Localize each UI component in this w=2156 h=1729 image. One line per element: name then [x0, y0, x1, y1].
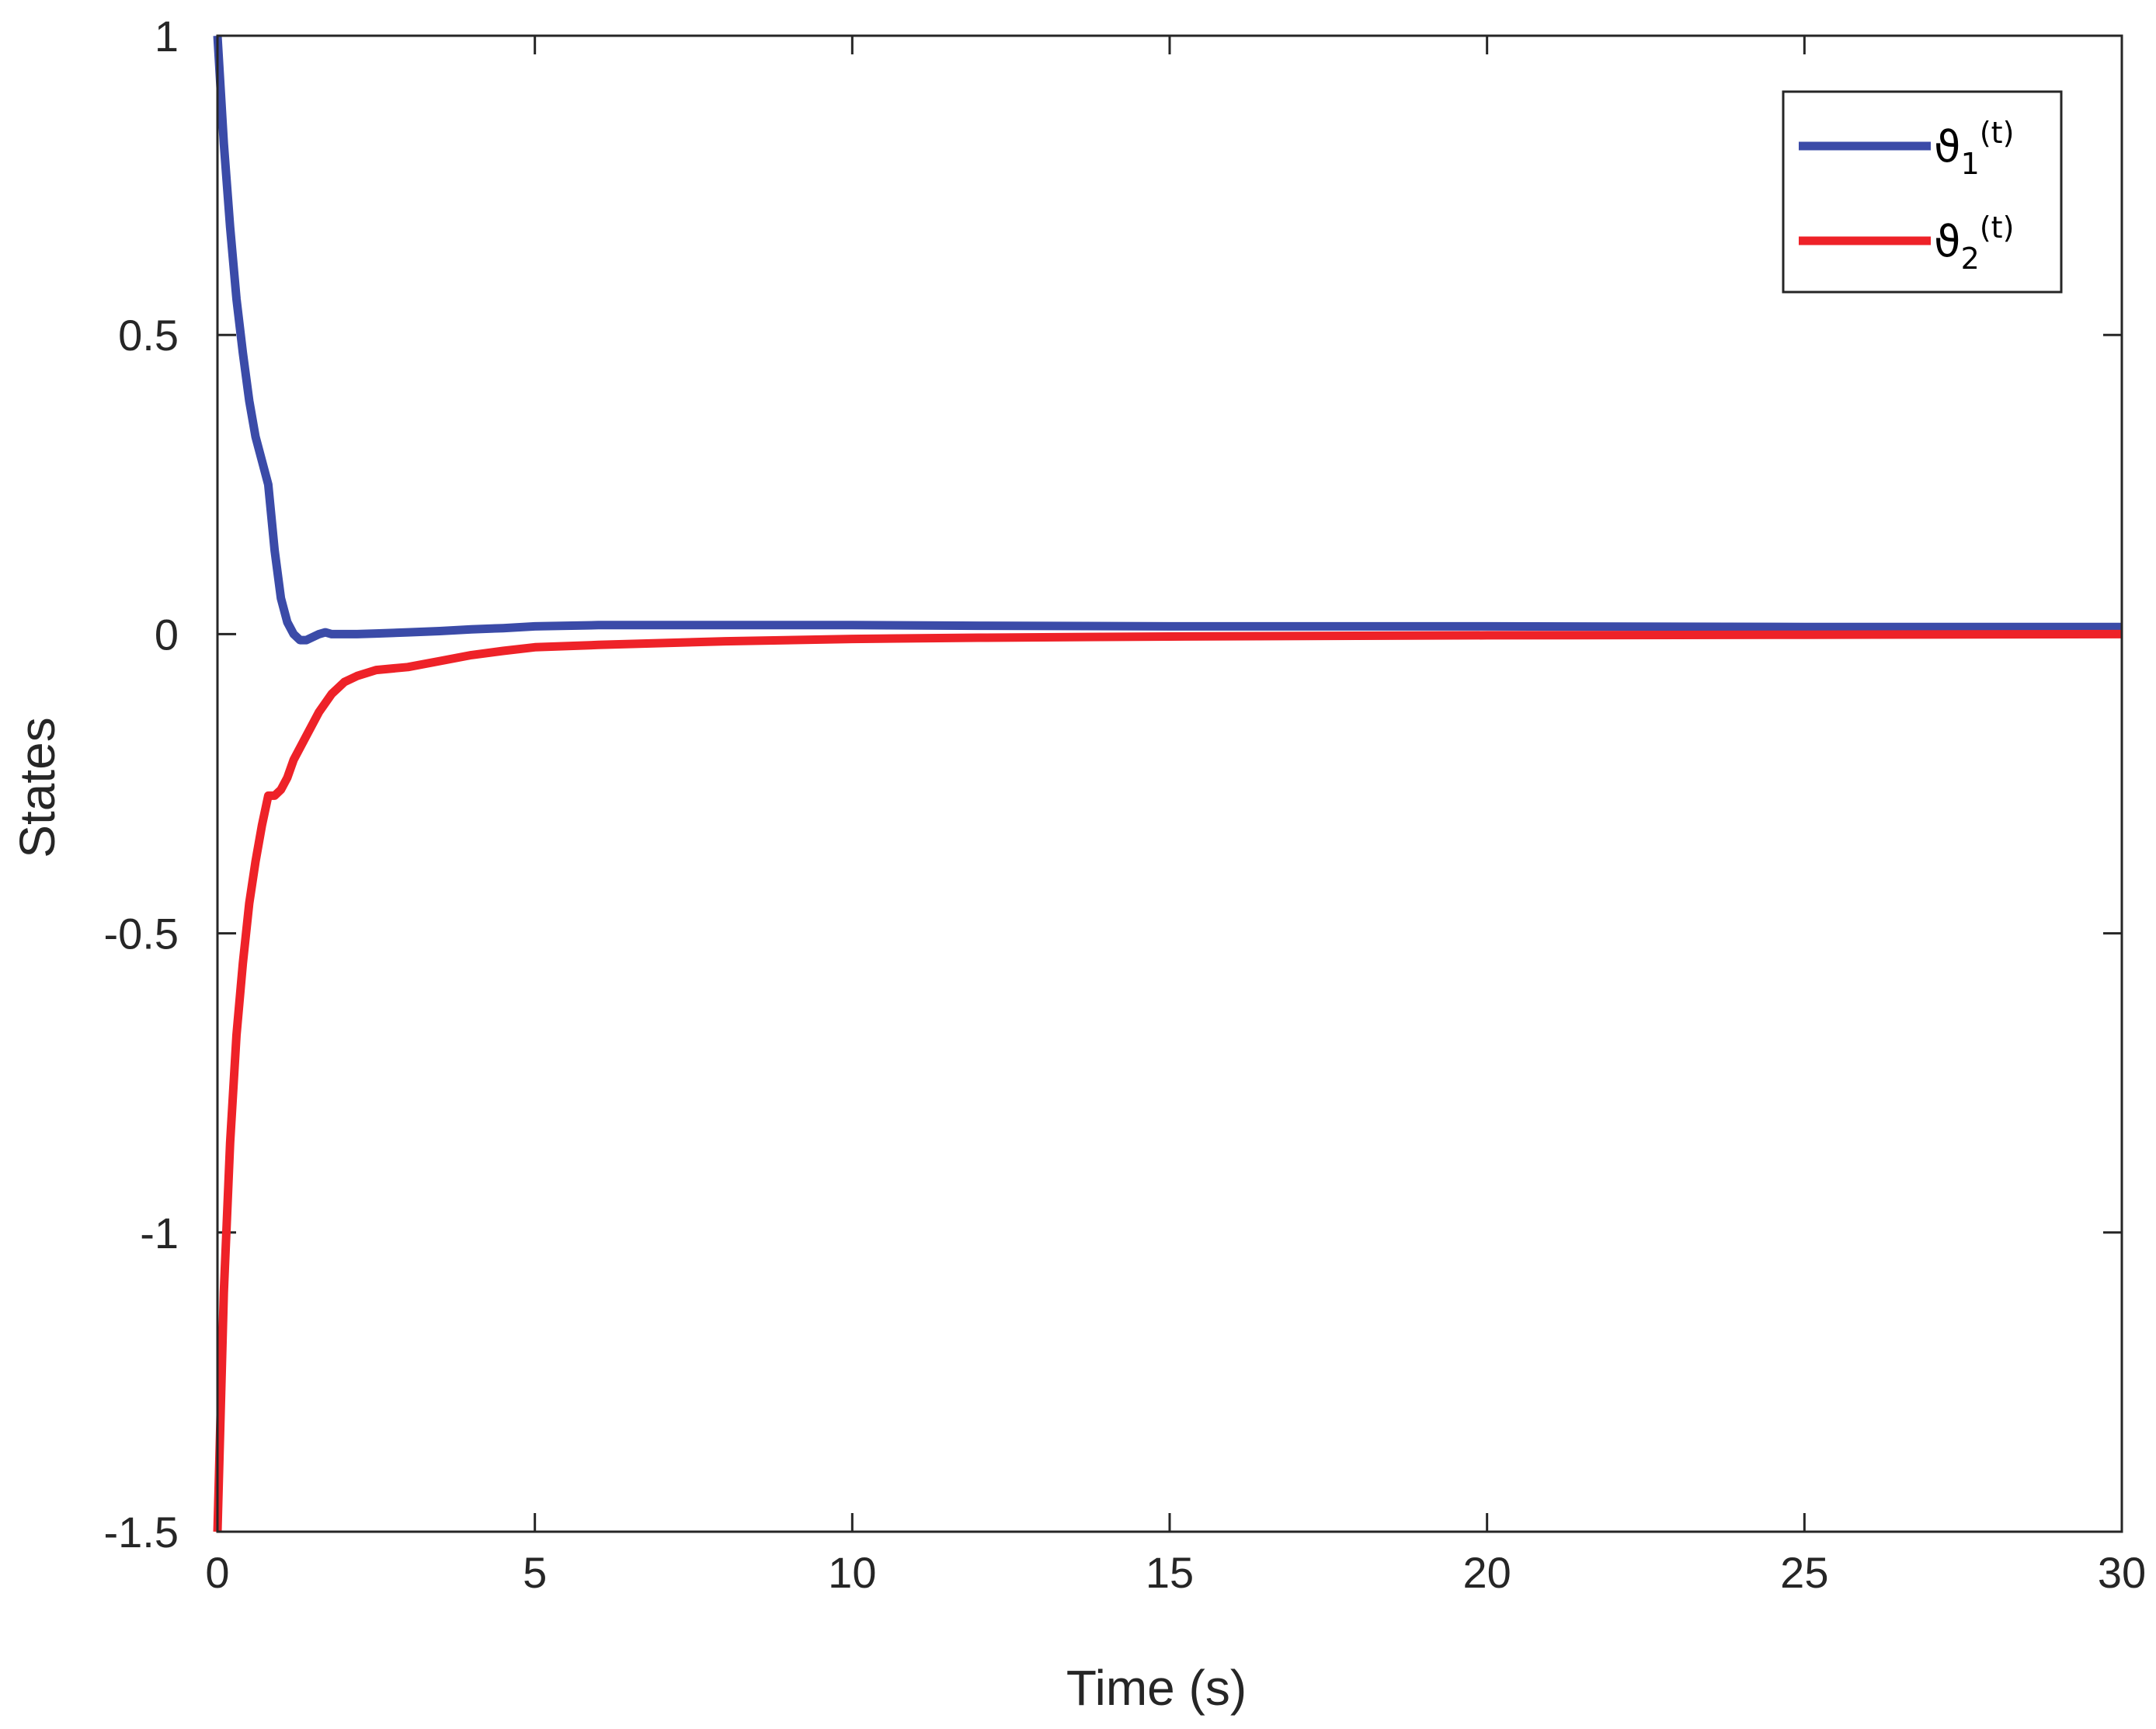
- x-tick-label: 25: [1780, 1548, 1828, 1597]
- x-tick-label: 5: [523, 1548, 547, 1597]
- y-tick-label: 1: [155, 12, 179, 61]
- data-series: [213, 35, 2123, 1532]
- x-tick-label: 0: [205, 1548, 229, 1597]
- y-tick-label: 0: [155, 610, 179, 659]
- x-tick-label: 10: [828, 1548, 876, 1597]
- legend-box: [1782, 90, 2063, 294]
- legend-theta1-symbol: ϑ: [1934, 122, 1961, 172]
- legend-theta2-subscript: 2: [1961, 242, 1980, 276]
- y-tick-label: 0.5: [118, 311, 179, 360]
- y-tick-label: -1.5: [104, 1508, 179, 1557]
- plot-area-frame: [216, 34, 2123, 1533]
- legend-theta1-subscript: 1: [1961, 147, 1980, 181]
- series-line-theta2: [213, 629, 2123, 1532]
- legend-theta2-symbol: ϑ: [1934, 217, 1961, 267]
- x-tick-label: 20: [1463, 1548, 1511, 1597]
- series-line-theta1: [213, 35, 2122, 645]
- legend-label-theta1: ϑ1(t): [1934, 116, 2014, 181]
- legend-label-theta2: ϑ2(t): [1934, 210, 2014, 276]
- legend: ϑ1(t) ϑ2(t): [1782, 90, 2063, 294]
- x-tick-label: 15: [1146, 1548, 1194, 1597]
- y-tick-label: -1: [140, 1209, 179, 1258]
- x-tick-label: 30: [2098, 1548, 2146, 1597]
- x-axis-title: Time (s): [1066, 1660, 1247, 1716]
- y-axis-title: States: [9, 717, 65, 858]
- legend-theta2-suffix: (t): [1980, 210, 2015, 245]
- y-tick-label: -0.5: [104, 910, 179, 958]
- legend-theta1-suffix: (t): [1980, 116, 2015, 150]
- tick-labels: 0 5 10 15 20 25 30 -1.5 -1 -0.5 0 0.5 1: [104, 12, 2147, 1597]
